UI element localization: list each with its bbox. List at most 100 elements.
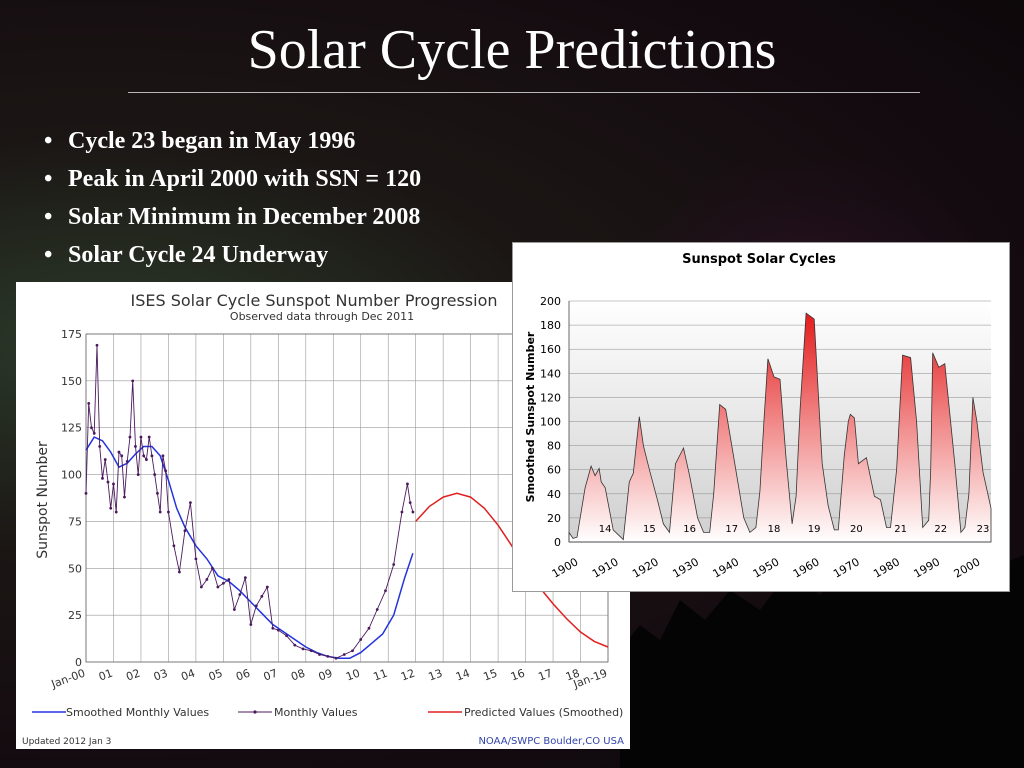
ises-monthly-point	[153, 473, 157, 476]
ises-x-tick-label: 12	[399, 667, 417, 684]
ises-x-tick-label: 17	[536, 667, 554, 684]
ises-monthly-point	[221, 581, 225, 585]
ises-monthly-point	[326, 654, 330, 658]
ises-chart: ISES Solar Cycle Sunspot Number Progress…	[22, 291, 624, 747]
cycles-cycle-label: 17	[725, 524, 738, 535]
cycles-x-tick-label: 1900	[550, 555, 581, 580]
ises-monthly-point	[114, 510, 118, 514]
ises-monthly-point	[334, 656, 338, 660]
ises-monthly-point	[161, 454, 165, 458]
ises-monthly-point	[285, 634, 288, 638]
ises-monthly-point	[309, 649, 313, 653]
cycles-x-tick-label: 1970	[831, 555, 862, 580]
ises-y-tick-label: 50	[68, 562, 82, 575]
ises-y-tick-label: 0	[75, 656, 82, 669]
ises-monthly-point	[150, 454, 154, 458]
legend-monthly-label: Monthly Values	[274, 706, 358, 719]
ises-monthly-point	[359, 638, 363, 641]
ises-chart-subtitle: Observed data through Dec 2011	[230, 310, 414, 323]
cycles-x-tick-label: 1980	[871, 555, 902, 580]
cycles-y-tick-label: 200	[540, 295, 561, 308]
ises-monthly-point	[131, 379, 135, 383]
cycles-y-tick-label: 60	[547, 464, 561, 477]
ises-monthly-point	[194, 557, 198, 561]
cycles-y-tick-label: 120	[540, 391, 561, 404]
bullet-list: • Cycle 23 began in May 1996 • Peak in Apr…	[44, 122, 421, 274]
ises-y-tick-label: 25	[68, 609, 82, 622]
ises-monthly-point	[205, 578, 209, 581]
ises-monthly-point	[145, 458, 148, 461]
ises-x-tick-label: 02	[124, 667, 142, 684]
ises-monthly-point	[301, 647, 305, 651]
ises-monthly-point	[109, 506, 113, 510]
ises-monthly-point	[276, 628, 280, 632]
cycles-y-tick-label: 20	[547, 512, 561, 525]
cycles-cycle-label: 23	[977, 524, 990, 535]
ises-monthly-point	[95, 343, 99, 347]
cycles-y-tick-label: 160	[540, 343, 561, 356]
cycles-x-tick-label: 1960	[791, 555, 822, 580]
ises-monthly-point	[147, 435, 151, 439]
ises-monthly-point	[178, 570, 181, 574]
cycles-x-tick-label: 1930	[670, 555, 701, 580]
ises-monthly-point	[134, 445, 137, 448]
ises-monthly-line	[85, 345, 414, 659]
bullet-item: • Solar Minimum in December 2008	[44, 198, 421, 236]
ises-monthly-point	[293, 643, 297, 647]
cycles-area	[568, 312, 992, 543]
ises-monthly-point	[183, 529, 187, 533]
ises-monthly-point	[232, 608, 236, 611]
ises-x-tick-label: Jan-00	[49, 667, 87, 692]
ises-y-tick-label: 150	[61, 375, 82, 388]
ises-monthly-point	[120, 454, 124, 458]
ises-x-tick-label: 07	[262, 667, 280, 684]
ises-monthly-point	[172, 544, 176, 548]
bullet-item: • Cycle 23 began in May 1996	[44, 122, 421, 160]
ises-monthly-point	[128, 435, 132, 439]
ises-monthly-point	[406, 482, 409, 486]
sunspot-cycles-chart: Sunspot Solar Cycles Smoothed Sunspot Nu…	[524, 252, 992, 581]
ises-x-tick-label: 15	[482, 667, 500, 684]
ises-footer-left: Updated 2012 Jan 3	[22, 737, 111, 747]
ises-monthly-point	[227, 578, 231, 581]
cycles-cycle-label: 21	[894, 524, 907, 535]
bullet-dot-icon: •	[44, 242, 53, 268]
bullet-item: • Peak in April 2000 with SSN = 120	[44, 160, 421, 198]
bullet-dot-icon: •	[44, 204, 53, 230]
legend-monthly-marker	[253, 710, 257, 714]
ises-x-tick-label: 05	[207, 667, 225, 684]
ises-monthly-point	[260, 595, 264, 598]
ises-monthly-point	[87, 401, 91, 405]
ises-x-tick-label: 14	[454, 667, 472, 684]
ises-monthly-point	[117, 450, 121, 454]
ises-x-tick-label: 04	[179, 667, 197, 684]
cycles-cycle-label: 19	[808, 524, 821, 535]
ises-x-tick-label: 06	[234, 667, 252, 684]
ises-monthly-point	[136, 473, 140, 476]
ises-monthly-point	[90, 426, 93, 430]
legend-predicted-label: Predicted Values (Smoothed)	[464, 706, 623, 719]
bullet-item: • Solar Cycle 24 Underway	[44, 236, 421, 274]
ises-chart-title: ISES Solar Cycle Sunspot Number Progress…	[131, 291, 498, 310]
cycles-y-tick-label: 0	[554, 536, 561, 549]
ises-smoothed-line	[85, 436, 414, 660]
cycles-y-tick-label: 140	[540, 367, 561, 380]
cycles-x-tick-label: 1990	[911, 555, 942, 580]
cycles-y-axis-label: Smoothed Sunspot Number	[524, 331, 537, 502]
ises-monthly-point	[254, 604, 258, 608]
ises-x-tick-label: 08	[289, 667, 307, 684]
ises-monthly-point	[342, 653, 346, 656]
cycles-y-tick-label: 40	[547, 488, 561, 501]
ises-monthly-point	[189, 501, 192, 505]
cycles-y-tick-label: 100	[540, 416, 561, 429]
ises-monthly-point	[112, 482, 115, 486]
ises-y-tick-label: 125	[61, 422, 82, 435]
ises-monthly-point	[411, 510, 415, 514]
ises-monthly-point	[384, 589, 387, 593]
cycles-cycle-label: 22	[934, 524, 947, 535]
ises-monthly-point	[139, 435, 143, 439]
ises-monthly-point	[101, 476, 104, 480]
ises-x-tick-label: 09	[317, 667, 335, 684]
bullet-dot-icon: •	[44, 128, 53, 154]
ises-monthly-point	[408, 501, 412, 505]
